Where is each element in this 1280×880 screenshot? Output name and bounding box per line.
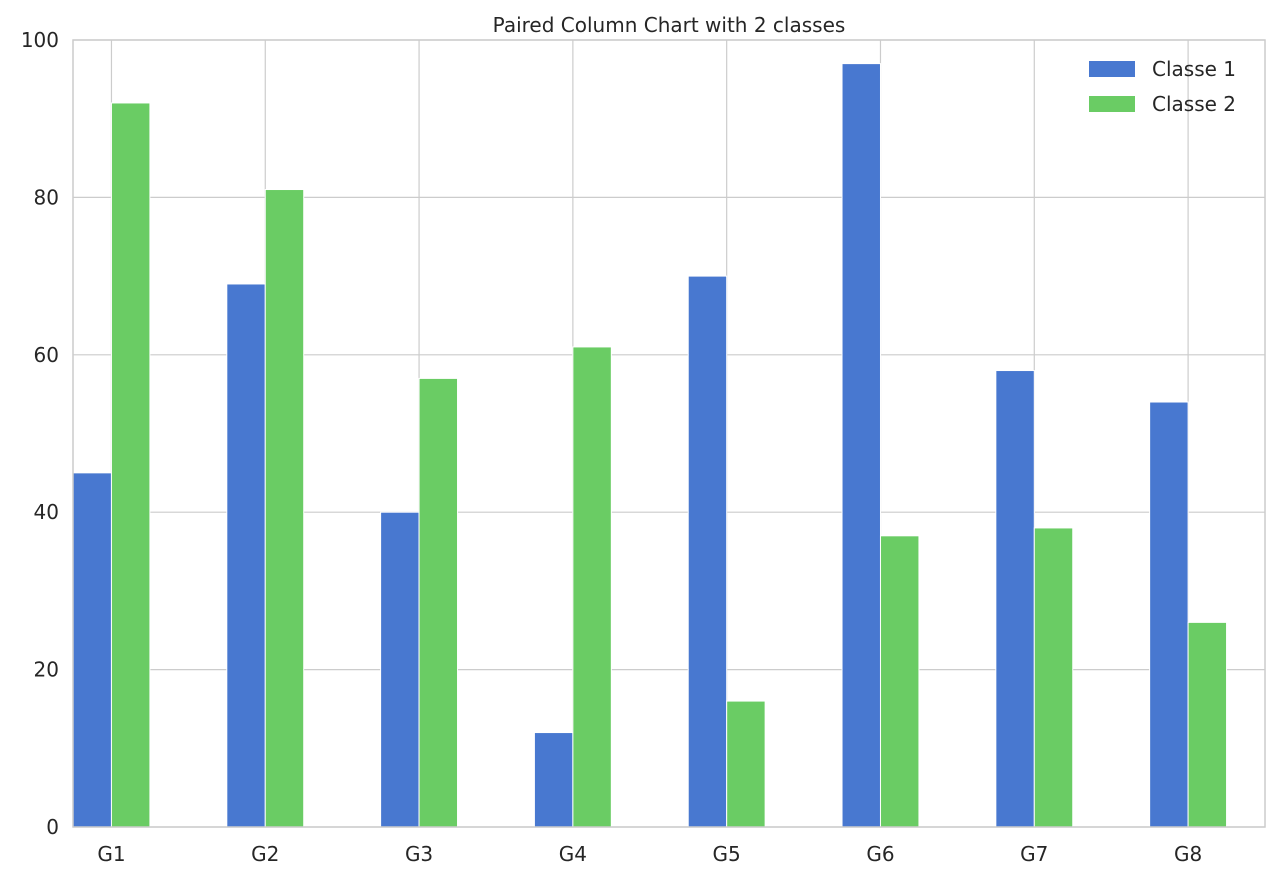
bar-2-g6 <box>879 535 920 828</box>
plot-border <box>72 39 1266 828</box>
x-tick-label: G7 <box>1020 842 1048 866</box>
x-tick-label: G6 <box>866 842 894 866</box>
legend-swatch <box>1089 96 1135 112</box>
y-tick-label: 40 <box>34 500 59 524</box>
legend-label: Classe 1 <box>1152 57 1236 81</box>
x-axis-ticks: G1 G2 G3 G4 G5 G6 G7 G8 <box>97 842 1202 866</box>
bar-2-g4 <box>572 346 612 828</box>
bar-1-g4 <box>533 732 574 828</box>
y-tick-label: 60 <box>34 343 59 367</box>
bar-2-g2 <box>264 189 305 828</box>
bar-1-g7 <box>995 370 1035 828</box>
y-tick-label: 20 <box>34 658 59 682</box>
legend-swatch <box>1089 61 1135 77</box>
plot-frame <box>72 39 1266 828</box>
y-axis-ticks: 0 20 40 60 80 100 <box>21 28 59 839</box>
legend: Classe 1 Classe 2 <box>1089 57 1236 116</box>
bar-1-g8 <box>1149 401 1189 828</box>
legend-label: Classe 2 <box>1152 92 1236 116</box>
x-tick-label: G2 <box>251 842 279 866</box>
x-tick-label: G1 <box>97 842 125 866</box>
x-tick-label: G3 <box>405 842 433 866</box>
bar-2-g5 <box>726 700 766 828</box>
bar-1-g2 <box>226 283 266 828</box>
x-tick-label: G4 <box>559 842 587 866</box>
y-tick-label: 80 <box>34 185 59 209</box>
bars <box>72 63 1228 828</box>
x-tick-label: G8 <box>1174 842 1202 866</box>
x-tick-label: G5 <box>713 842 741 866</box>
bar-1-g1 <box>72 472 112 828</box>
bar-2-g3 <box>418 377 459 828</box>
bar-1-g3 <box>380 511 420 828</box>
bar-1-g6 <box>841 63 881 828</box>
bar-2-g1 <box>110 102 151 828</box>
bar-1-g5 <box>687 275 728 828</box>
y-tick-label: 100 <box>21 28 59 52</box>
bar-2-g7 <box>1033 527 1074 828</box>
y-tick-label: 0 <box>46 815 59 839</box>
bar-2-g8 <box>1187 621 1228 828</box>
chart-title: Paired Column Chart with 2 classes <box>493 13 846 37</box>
